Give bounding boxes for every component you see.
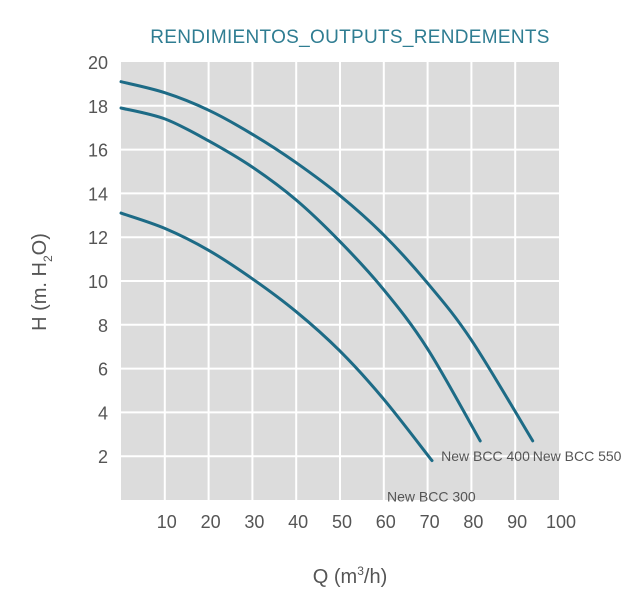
x-tick-label: 20 (201, 512, 221, 532)
y-tick-label: 6 (98, 360, 108, 380)
x-tick-label: 80 (463, 512, 483, 532)
x-axis-label-main: Q (m (313, 566, 357, 588)
x-tick-label: 70 (420, 512, 440, 532)
y-tick-label: 12 (88, 228, 108, 248)
x-axis-label: Q (m3/h) (313, 564, 387, 588)
x-tick-label: 50 (332, 512, 352, 532)
chart-title: RENDIMIENTOS_OUTPUTS_RENDEMENTS (150, 27, 550, 48)
y-tick-label: 2 (98, 447, 108, 467)
x-tick-label: 90 (507, 512, 527, 532)
y-axis-ticks: 2 4 6 8 10 12 14 16 18 20 (88, 53, 108, 467)
series-label: New BCC 300 (387, 489, 476, 505)
x-tick-label: 60 (376, 512, 396, 532)
y-tick-label: 20 (88, 53, 108, 73)
y-axis-label: H (m. H2O) (29, 233, 55, 331)
x-tick-label: 100 (546, 512, 576, 532)
x-tick-label: 30 (244, 512, 264, 532)
y-axis-label-main: H (m. H (29, 262, 51, 331)
series-label: New BCC 400 (441, 448, 530, 464)
y-tick-label: 16 (88, 141, 108, 161)
series-line (119, 80, 535, 443)
y-tick-label: 8 (98, 316, 108, 336)
x-tick-label: 40 (288, 512, 308, 532)
x-axis-label-unit: /h) (364, 566, 387, 588)
series-lines (119, 80, 535, 463)
y-tick-label: 14 (88, 184, 108, 204)
series-line (119, 211, 434, 463)
y-axis-label-subscript: 2 (41, 255, 55, 262)
x-axis-label-superscript: 3 (357, 564, 364, 578)
series-labels: New BCC 300 New BCC 400 New BCC 550 (387, 448, 622, 505)
y-tick-label: 18 (88, 97, 108, 117)
y-tick-label: 10 (88, 272, 108, 292)
y-tick-label: 4 (98, 403, 108, 423)
y-axis-label-unit: O) (29, 233, 51, 255)
x-tick-label: 10 (157, 512, 177, 532)
series-line (119, 106, 482, 443)
series-label: New BCC 550 (533, 448, 622, 464)
x-axis-ticks: 10 20 30 40 50 60 70 80 90 100 (157, 512, 576, 532)
